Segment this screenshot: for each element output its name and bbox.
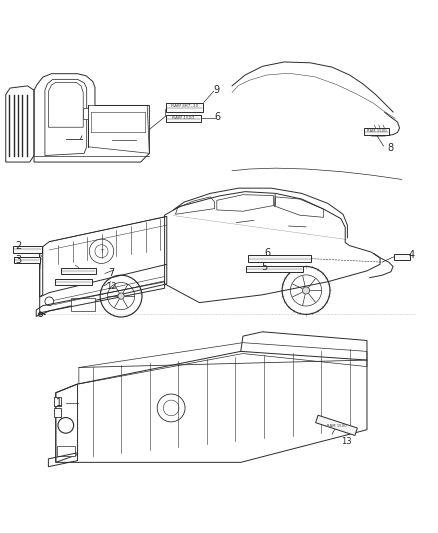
Text: 13: 13 xyxy=(341,437,352,446)
Text: RAM 1500: RAM 1500 xyxy=(367,129,386,133)
Text: 8: 8 xyxy=(387,143,393,152)
Bar xyxy=(61,268,96,274)
Bar xyxy=(53,408,61,417)
Text: 3: 3 xyxy=(15,255,21,264)
Bar xyxy=(166,115,201,123)
Bar xyxy=(393,254,410,260)
Text: 6: 6 xyxy=(265,247,271,257)
Text: 4: 4 xyxy=(408,250,414,260)
Bar xyxy=(364,128,389,135)
Bar xyxy=(71,298,95,311)
Bar xyxy=(83,108,88,118)
Bar xyxy=(53,397,61,406)
Bar xyxy=(57,446,74,456)
Bar xyxy=(14,257,40,263)
Bar xyxy=(55,279,92,285)
Circle shape xyxy=(303,287,310,294)
Text: RAM 1500: RAM 1500 xyxy=(327,424,346,428)
Text: RAM SRT–10: RAM SRT–10 xyxy=(170,104,198,108)
Text: 12: 12 xyxy=(106,281,117,290)
Text: T: T xyxy=(100,249,103,254)
Circle shape xyxy=(118,293,124,299)
Text: 5: 5 xyxy=(261,262,267,271)
Text: 9: 9 xyxy=(214,85,220,95)
Text: 6: 6 xyxy=(215,112,221,122)
Text: 1: 1 xyxy=(56,398,62,408)
Text: RAM 1500: RAM 1500 xyxy=(172,116,194,119)
Bar xyxy=(248,255,311,262)
Bar xyxy=(166,103,203,112)
Bar xyxy=(13,246,42,253)
Text: 7: 7 xyxy=(108,269,114,278)
Bar xyxy=(247,266,303,272)
Text: 2: 2 xyxy=(15,240,21,251)
Bar xyxy=(316,415,357,435)
